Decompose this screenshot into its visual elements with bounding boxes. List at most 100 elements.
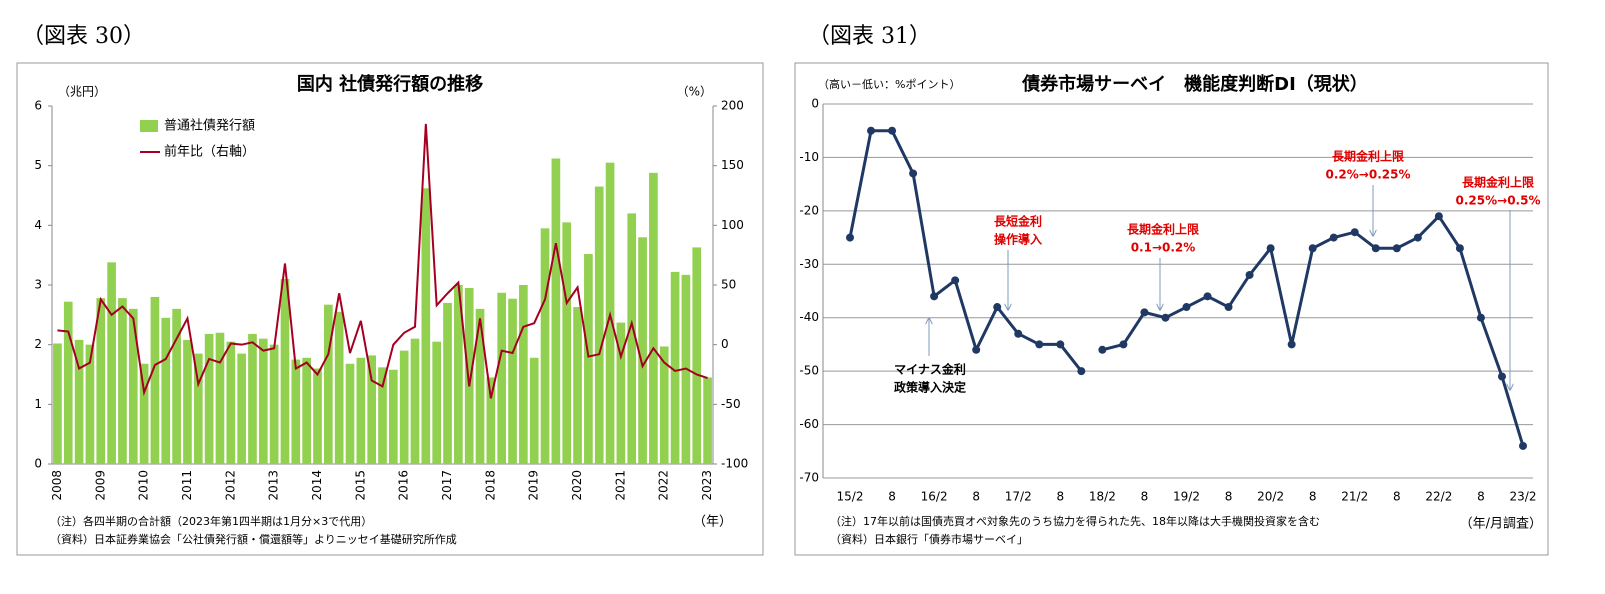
bar [454,285,463,464]
bar [258,338,268,464]
point [993,303,1002,312]
y-tick-label: -40 [799,310,819,324]
x-tick-label: 2014 [310,470,324,501]
bar [497,292,507,464]
point [888,126,897,135]
y2-tick-label: 0 [721,337,729,351]
bar [410,338,420,464]
point [1119,340,1128,349]
bar [367,355,376,464]
bar [291,359,301,464]
bar [193,353,203,464]
figure-label: （図表 31） [808,24,931,49]
legend-label: 普通社債発行額 [164,118,255,134]
bar [432,341,442,464]
y-tick-label: -10 [799,150,819,164]
chart-title: 国内 社債発行額の推移 [297,73,483,95]
bar [323,304,333,464]
bar [356,357,366,464]
y-tick-label: 0 [34,457,42,471]
bar [118,298,127,464]
x-tick-label: 2008 [50,470,64,501]
figure-label: （図表 30） [22,24,145,49]
x-tick-label: 23/2 [1510,490,1537,504]
line [57,123,708,399]
y-tick-label: 6 [34,99,42,113]
bar [649,172,658,464]
x-tick-label: 2022 [657,470,671,501]
bar [204,333,214,464]
y-tick-label: -60 [799,417,819,431]
y-tick-label: 5 [34,158,42,172]
bar [215,332,225,464]
x-tick-label: 8 [1225,490,1233,504]
x-tick-label: 2020 [570,470,584,501]
legend-swatch [140,120,158,132]
bar [692,247,702,464]
bar [172,308,181,464]
y-tick-label: 4 [34,218,42,232]
bar [345,363,355,464]
point [1434,212,1443,221]
point [1182,303,1191,312]
x-tick-label: 15/2 [837,490,864,504]
y2-tick-label: -50 [721,397,741,411]
x-tick-label: 2016 [397,470,411,501]
point [1413,233,1422,242]
y2-axis-label: （%） [677,85,712,99]
bar [63,301,73,464]
point [909,169,918,178]
x-tick-label: 21/2 [1341,490,1368,504]
point [1497,372,1506,381]
point [1140,308,1149,317]
x-tick-label: 22/2 [1425,490,1452,504]
bar [616,322,626,464]
bar [573,307,582,464]
bar [703,377,712,464]
bar [421,188,431,464]
x-tick-label: 8 [1141,490,1149,504]
x-tick-label: 2013 [267,470,281,501]
bar [627,213,637,464]
bar [475,308,485,464]
annotation: 長期金利上限 [1127,222,1199,237]
annotation: 0.25%→0.5% [1456,194,1541,208]
bar [53,343,62,464]
y-tick-label: -70 [799,471,819,485]
point [846,233,854,242]
point [1392,244,1401,253]
x-tick-label: 16/2 [921,490,948,504]
y2-tick-label: 150 [721,158,744,172]
y-axis-label: （高い－低い：%ポイント） [818,77,960,91]
x-tick-label: 8 [1056,490,1064,504]
bar [389,369,398,464]
point [1455,244,1464,253]
point [951,276,960,285]
bar [302,357,311,464]
annotation: 政策導入決定 [894,380,966,395]
bar [107,262,116,464]
x-tick-label: 2023 [700,470,714,501]
x-tick-label: 2021 [613,470,627,501]
x-tick-label: 2015 [353,470,367,501]
y-tick-label: -50 [799,364,819,378]
bar [540,228,550,464]
note: （注）各四半期の合計額（2023年第1四半期は1月分×3で代用） [50,514,372,528]
point [1329,233,1338,242]
bar [280,279,290,464]
bar [584,253,593,464]
x-tick-label: 17/2 [1005,490,1032,504]
annotation: 長期金利上限 [1462,175,1534,190]
point [867,126,876,135]
y-tick-label: 3 [34,278,42,292]
chart-frame [794,62,1549,556]
x-tick-label: 2017 [440,470,454,501]
x-tick-label: 2009 [93,470,107,501]
bar [183,339,192,464]
note: （注）17年以前は国債売買オペ対象先のうち協力を得られた先、18年以降は大手機関… [830,514,1320,528]
bar [74,339,84,464]
bar [519,285,528,464]
x-tick-label: 8 [1309,490,1317,504]
bar [248,333,257,464]
